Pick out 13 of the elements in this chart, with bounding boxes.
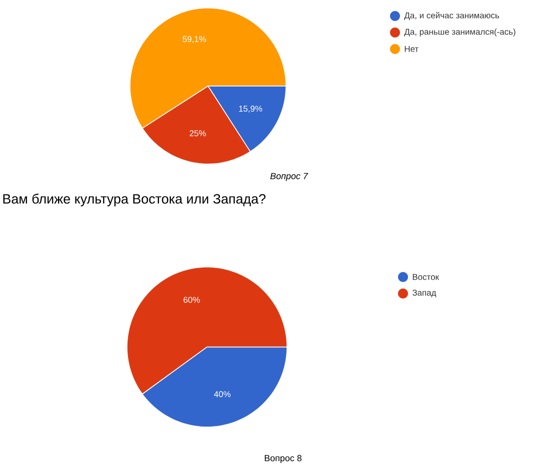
data-label: 15,9% (239, 106, 262, 113)
data-label: 60% (184, 296, 200, 303)
data-label: 40% (214, 391, 231, 398)
data-label: 59,1% (182, 36, 206, 44)
data-label: 25% (190, 130, 206, 136)
chart-title: Вам ближе культура Востока или Запада? (3, 194, 266, 206)
legend-label: Нет (404, 46, 418, 52)
legend-label: Да, раньше занимался(-ась) (404, 28, 516, 36)
legend-label: Восток (412, 274, 440, 280)
text: Вопрос 8 (264, 454, 302, 464)
legend-label: Запад (412, 290, 436, 298)
text: Вопрос 7 (270, 172, 308, 181)
legend-label: Да, и сейчас занимаюсь (404, 12, 499, 20)
